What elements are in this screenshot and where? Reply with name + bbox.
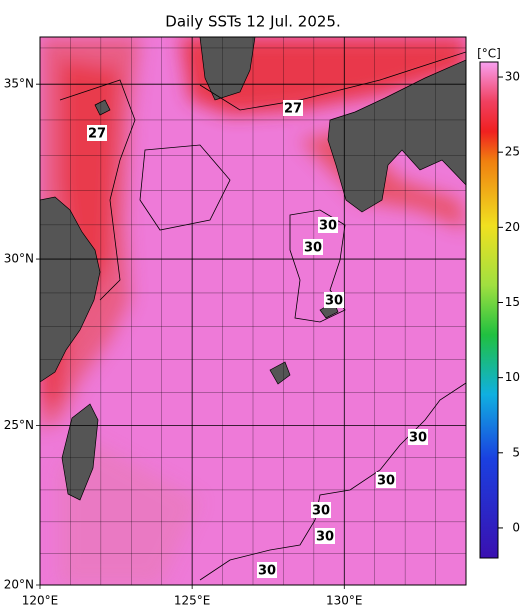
contour-label: 30 (312, 504, 330, 519)
contour-label-box (315, 528, 335, 544)
contour-label: 30 (319, 219, 337, 234)
y-tick-label: 20°N (4, 578, 34, 592)
contour-label: 27 (284, 102, 302, 117)
contour-label: 27 (88, 127, 106, 142)
colorbar-label: [°C] (477, 47, 501, 61)
x-tick-label: 125°E (174, 594, 211, 608)
colorbar-tick-label: 25 (505, 145, 520, 159)
title: Daily SSTs 12 Jul. 2025. (165, 13, 340, 31)
x-tick-label: 120°E (22, 594, 59, 608)
contour-label: 30 (325, 294, 343, 309)
contour-label: 30 (316, 530, 334, 545)
y-tick-label: 30°N (4, 252, 34, 266)
contour-label-box (376, 472, 396, 488)
contour-label: 30 (258, 564, 276, 579)
contour-label-box (324, 292, 344, 308)
contour-label-box (318, 217, 338, 233)
contour-label-box (257, 562, 277, 578)
colorbar-tick-label: 0 (512, 520, 520, 534)
colorbar-tick-label: 5 (512, 445, 520, 459)
colorbar-tick-label: 30 (505, 70, 520, 84)
contour-label: 30 (304, 241, 322, 256)
y-tick-label: 25°N (4, 418, 34, 432)
contour-label-box (87, 125, 107, 141)
colorbar-tick-label: 20 (505, 220, 520, 234)
colorbar-tick-label: 15 (505, 295, 520, 309)
contour-label-box (303, 239, 323, 255)
contour-label-box (311, 502, 331, 518)
contour-label-box (283, 100, 303, 116)
contour-label: 30 (409, 431, 427, 446)
colorbar (479, 61, 499, 559)
x-tick-label: 130°E (326, 594, 363, 608)
colorbar-tick-label: 10 (505, 370, 520, 384)
y-tick-label: 35°N (4, 77, 34, 91)
contour-label-box (408, 429, 428, 445)
contour-label: 30 (377, 474, 395, 489)
